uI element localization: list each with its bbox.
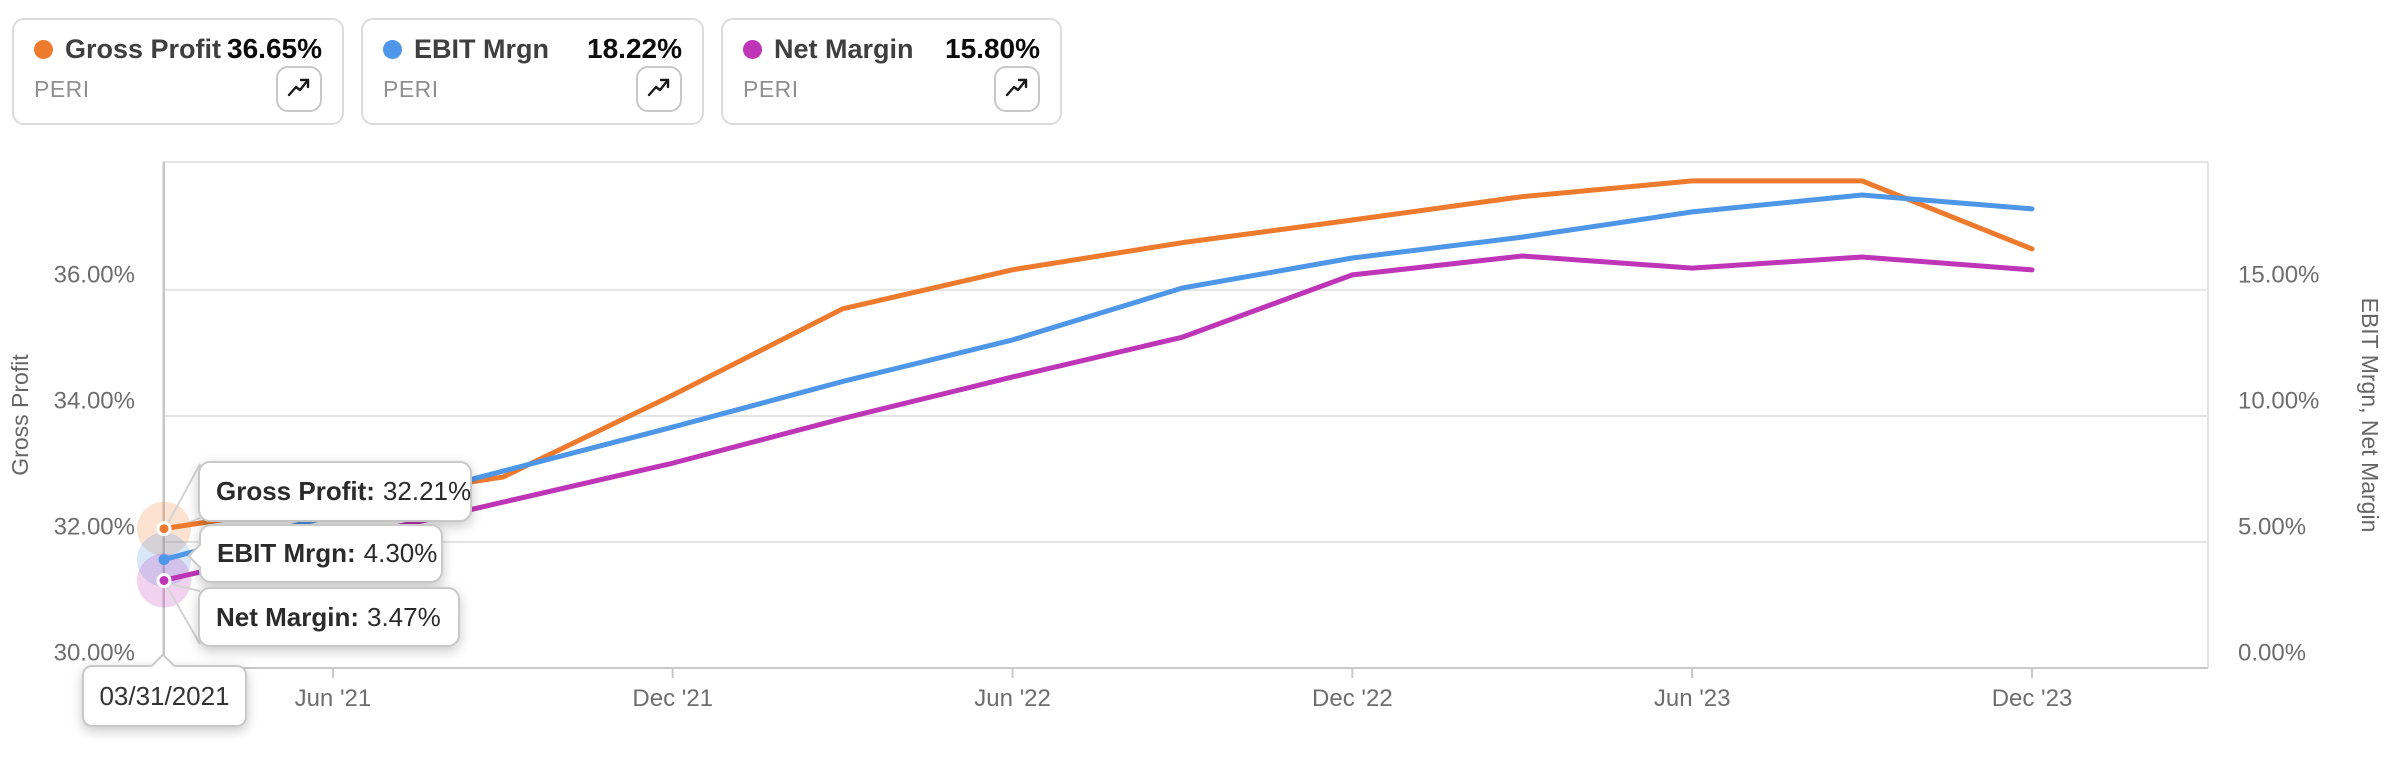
tooltip-label: EBIT Mrgn: bbox=[217, 538, 356, 568]
data-point-marker[interactable] bbox=[156, 521, 172, 537]
right-axis-tick-label: 15.00% bbox=[2238, 261, 2319, 288]
card-value: 18.22% bbox=[587, 33, 682, 64]
card-header: Net Margin 15.80% bbox=[743, 33, 1040, 65]
data-point-marker[interactable] bbox=[156, 573, 172, 589]
card-value: 36.65% bbox=[227, 33, 322, 64]
card-label: EBIT Mrgn bbox=[414, 33, 549, 64]
left-axis-title: Gross Profit bbox=[7, 354, 33, 476]
series-color-dot-gross-profit bbox=[34, 39, 53, 59]
trending-up-icon bbox=[1004, 75, 1030, 104]
x-axis-tick-label: Dec '23 bbox=[1992, 685, 2073, 712]
open-chart-button[interactable] bbox=[636, 66, 682, 112]
tooltip-connector bbox=[166, 463, 201, 526]
left-axis-tick-label: 32.00% bbox=[54, 513, 135, 540]
ticker-symbol: PERI bbox=[34, 75, 90, 102]
tooltip-connector bbox=[165, 584, 201, 645]
data-point-marker[interactable] bbox=[158, 554, 170, 566]
x-axis-tick-label: Dec '22 bbox=[1312, 685, 1393, 712]
x-axis-tick-label: Jun '23 bbox=[1654, 685, 1731, 712]
tooltip-label: Gross Profit: bbox=[216, 476, 375, 506]
series-line-net-margin[interactable] bbox=[160, 253, 2035, 584]
series-color-dot-net-margin bbox=[743, 39, 762, 59]
series-line-ebit-mrgn[interactable] bbox=[160, 192, 2035, 563]
card-header: EBIT Mrgn 18.22% bbox=[383, 33, 682, 65]
tooltip-value: 3.47% bbox=[367, 601, 441, 632]
open-chart-button[interactable] bbox=[276, 66, 322, 112]
metric-card-gross-profit: Gross Profit 36.65% PERI bbox=[12, 18, 344, 125]
metric-cards: Gross Profit 36.65% PERI EBIT Mrgn 18.22… bbox=[12, 18, 1062, 125]
trending-up-icon bbox=[286, 75, 312, 104]
series-line-gross-profit[interactable] bbox=[160, 178, 2035, 532]
right-axis-tick-label: 10.00% bbox=[2238, 387, 2319, 414]
tooltip-label: Net Margin: bbox=[216, 601, 359, 632]
tooltip-value: 32.21% bbox=[382, 476, 472, 506]
left-axis-tick-label: 36.00% bbox=[54, 261, 135, 288]
ticker-symbol: PERI bbox=[743, 75, 799, 102]
tooltip-value: 4.30% bbox=[363, 538, 438, 568]
right-axis-tick-label: 0.00% bbox=[2238, 639, 2306, 666]
tooltip-net-margin: Net Margin: 3.47% bbox=[198, 587, 460, 647]
right-axis-title: EBIT Mrgn, Net Margin bbox=[2357, 298, 2383, 533]
series-color-dot-ebit-margin bbox=[383, 39, 402, 59]
trending-up-icon bbox=[646, 75, 672, 104]
tooltip-ebit-margin: EBIT Mrgn: 4.30% bbox=[187, 524, 443, 583]
tooltip-connector bbox=[165, 582, 201, 592]
ticker-symbol: PERI bbox=[383, 75, 439, 102]
left-axis-tick-label: 34.00% bbox=[54, 387, 135, 414]
tooltip-date: 03/31/2021 bbox=[82, 653, 247, 727]
metric-card-ebit-margin: EBIT Mrgn 18.22% PERI bbox=[361, 18, 704, 125]
right-axis-tick-label: 5.00% bbox=[2238, 513, 2306, 540]
card-label: Net Margin bbox=[774, 33, 914, 64]
card-header: Gross Profit 36.65% bbox=[34, 33, 322, 65]
x-axis-tick-label: Jun '22 bbox=[974, 685, 1051, 712]
open-chart-button[interactable] bbox=[994, 66, 1040, 112]
card-value: 15.80% bbox=[945, 33, 1040, 64]
tooltip-date-text: 03/31/2021 bbox=[99, 680, 230, 711]
metric-card-net-margin: Net Margin 15.80% PERI bbox=[721, 18, 1062, 125]
x-axis-tick-label: Dec '21 bbox=[632, 685, 713, 712]
x-axis-tick-label: Jun '21 bbox=[295, 685, 372, 712]
tooltip-gross-profit: Gross Profit: 32.21% bbox=[198, 461, 472, 522]
card-label: Gross Profit bbox=[65, 33, 222, 64]
left-axis-tick-label: 30.00% bbox=[54, 639, 135, 666]
